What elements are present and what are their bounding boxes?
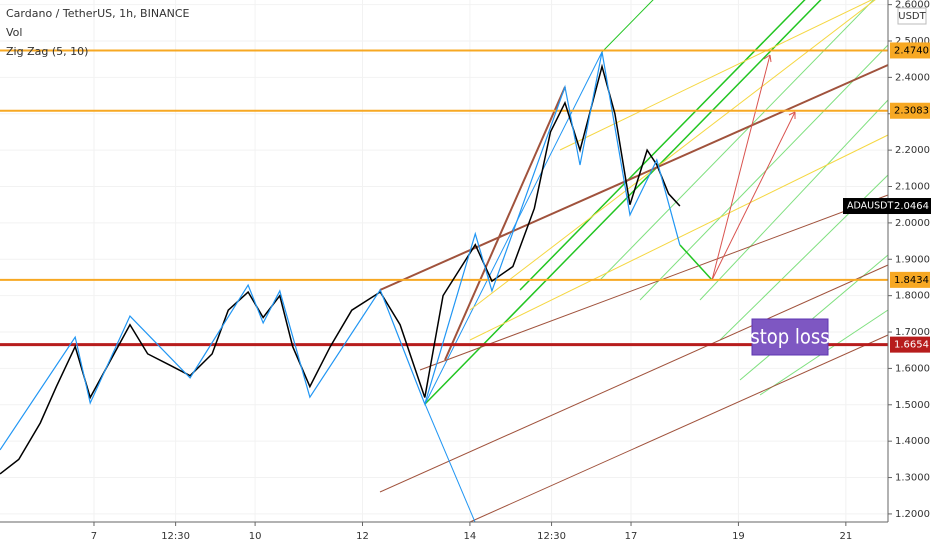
pitchfork-line — [424, 403, 476, 523]
axes: 1.2000 1.3000 1.4000 1.5000 1.6000 1.7000 1.80… — [91, 0, 931, 542]
currency: USDT — [898, 11, 926, 22]
y-tick-label: 2.0000 — [895, 218, 930, 229]
pitchfork-median — [424, 0, 822, 405]
arrow-head — [763, 54, 796, 119]
x-tick-label: 17 — [625, 531, 638, 542]
x-tick-label: 19 — [732, 531, 745, 542]
pitchfork-line — [379, 264, 889, 493]
pitchfork-line — [599, 0, 875, 281]
x-tick-label: 10 — [249, 531, 262, 542]
pitchfork-line — [601, 0, 654, 53]
last-price-tag — [843, 198, 931, 215]
pitchfork-line — [419, 194, 889, 371]
series-line — [0, 63, 681, 475]
arrow — [711, 111, 796, 281]
y-tick-label: 2.5000 — [895, 36, 930, 47]
levels — [0, 49, 888, 347]
symbol-label: ADAUSDT — [847, 201, 893, 212]
y-tick-label: 2.4000 — [895, 72, 930, 83]
pitchfork-line — [444, 86, 566, 361]
pitchfork-line — [379, 64, 889, 291]
indicator: Vol — [6, 26, 22, 39]
pitchfork-line — [519, 0, 806, 291]
x-tick-label: 12:30 — [537, 531, 566, 542]
y-tick-label: 1.3000 — [895, 473, 930, 484]
pitchfork-line — [469, 334, 889, 523]
pitchfork-line — [469, 134, 889, 341]
pitchfork-line — [469, 0, 876, 311]
y-tick-label: 1.7000 — [895, 327, 930, 338]
level-label: 2.3083 — [894, 106, 929, 117]
pitchfork-line — [639, 44, 889, 301]
last-price-label: 2.0464 — [894, 201, 929, 212]
level-label: 1.8434 — [894, 275, 929, 286]
y-tick-label: 1.4000 — [895, 436, 930, 447]
x-tick-label: 12 — [356, 531, 369, 542]
x-tick-label: 14 — [464, 531, 477, 542]
level-label: 2.4740 — [894, 45, 929, 56]
level-label: 1.6654 — [894, 340, 929, 351]
y-tick-label: 1.5000 — [895, 400, 930, 411]
annotation: stop loss — [750, 325, 829, 349]
pitchfork-line — [699, 99, 889, 301]
y-tick-label: 2.1000 — [895, 182, 930, 193]
x-tick-label: 21 — [839, 531, 852, 542]
y-tick-label: 2.2000 — [895, 145, 930, 156]
arrow — [711, 54, 771, 281]
y-tick-label: 1.2000 — [895, 509, 930, 520]
series-line — [0, 51, 681, 451]
currency-box — [897, 7, 927, 25]
chart-title: Cardano / TetherUS, 1h, BINANCE — [6, 7, 190, 20]
y-tick-label: 2.6000 — [895, 0, 930, 11]
y-tick-label: 1.8000 — [895, 291, 930, 302]
level-tag — [890, 271, 930, 288]
level-tag — [890, 42, 930, 59]
plot — [0, 51, 681, 475]
projection — [679, 244, 713, 281]
level-tag — [890, 336, 930, 353]
level-tag — [890, 102, 930, 119]
y-tick-label: 1.6000 — [895, 363, 930, 374]
y-tick-label: 1.9000 — [895, 254, 930, 265]
x-tick-label: 12:30 — [161, 531, 190, 542]
x-tick-label: 7 — [91, 531, 97, 542]
indicator: Zig Zag (5, 10) — [6, 45, 88, 58]
annotation-box — [751, 318, 829, 356]
